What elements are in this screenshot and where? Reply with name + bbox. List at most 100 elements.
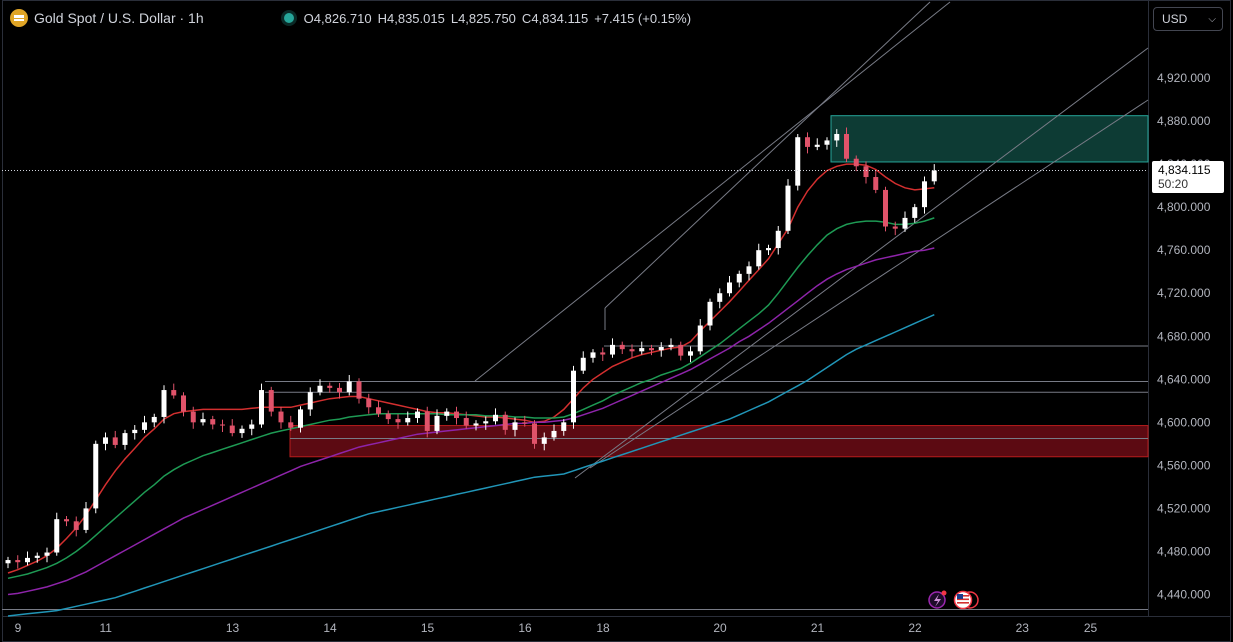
- candle[interactable]: [619, 341, 625, 355]
- candle[interactable]: [590, 349, 596, 363]
- symbol-title[interactable]: Gold Spot / U.S. Dollar · 1h: [34, 10, 204, 26]
- candle[interactable]: [580, 351, 586, 374]
- candle[interactable]: [385, 410, 391, 424]
- candle[interactable]: [629, 344, 635, 358]
- candle[interactable]: [73, 516, 79, 537]
- candle[interactable]: [814, 138, 820, 151]
- candle[interactable]: [366, 393, 372, 414]
- candle[interactable]: [483, 416, 489, 430]
- candle[interactable]: [249, 419, 255, 436]
- candle[interactable]: [5, 556, 11, 569]
- candle[interactable]: [775, 225, 781, 255]
- candle[interactable]: [795, 133, 801, 191]
- candle[interactable]: [805, 132, 810, 154]
- candle[interactable]: [649, 344, 654, 356]
- channel-lower-line[interactable]: [574, 47, 1149, 479]
- candle[interactable]: [210, 415, 216, 430]
- candle[interactable]: [853, 155, 859, 172]
- candle[interactable]: [688, 346, 693, 363]
- candle[interactable]: [707, 298, 713, 331]
- candle[interactable]: [327, 382, 333, 393]
- candle[interactable]: [678, 341, 684, 361]
- lightning-event-icon[interactable]: [928, 590, 947, 609]
- candle[interactable]: [658, 342, 664, 357]
- demand-zone[interactable]: [289, 425, 1149, 458]
- candle[interactable]: [268, 386, 274, 417]
- candle[interactable]: [200, 412, 206, 426]
- candle[interactable]: [502, 411, 508, 435]
- candle[interactable]: [34, 552, 40, 563]
- candle[interactable]: [112, 430, 118, 449]
- candle[interactable]: [239, 425, 245, 438]
- supply-zone[interactable]: [830, 115, 1149, 163]
- candle[interactable]: [697, 319, 703, 355]
- candle[interactable]: [220, 419, 225, 433]
- us-flag-event-icon[interactable]: [953, 590, 979, 610]
- candle[interactable]: [298, 406, 303, 433]
- candle[interactable]: [229, 419, 235, 437]
- ema-line-ema-200[interactable]: [7, 314, 935, 617]
- candle[interactable]: [346, 374, 352, 396]
- symbol-legend[interactable]: Gold Spot / U.S. Dollar · 1h O4,826.710 …: [10, 8, 691, 28]
- candle[interactable]: [25, 551, 30, 566]
- candle[interactable]: [717, 288, 723, 309]
- candle[interactable]: [746, 261, 752, 281]
- candle[interactable]: [493, 408, 498, 425]
- candle[interactable]: [415, 408, 420, 423]
- candle[interactable]: [83, 501, 89, 534]
- candle[interactable]: [785, 179, 791, 235]
- candle[interactable]: [376, 400, 381, 417]
- candle[interactable]: [551, 424, 557, 441]
- candle[interactable]: [863, 161, 869, 184]
- candle[interactable]: [259, 383, 264, 428]
- candle[interactable]: [922, 176, 927, 214]
- candle[interactable]: [142, 415, 147, 434]
- candle[interactable]: [600, 347, 606, 362]
- candle[interactable]: [463, 411, 469, 429]
- candle[interactable]: [405, 411, 411, 426]
- candle[interactable]: [844, 127, 849, 162]
- candle[interactable]: [727, 276, 732, 297]
- candle[interactable]: [610, 338, 615, 358]
- candle[interactable]: [288, 415, 294, 431]
- candle[interactable]: [834, 129, 840, 147]
- candle[interactable]: [766, 244, 771, 256]
- candle[interactable]: [122, 429, 128, 450]
- candle[interactable]: [541, 432, 547, 451]
- candle[interactable]: [883, 186, 888, 232]
- candle[interactable]: [15, 555, 21, 569]
- candle[interactable]: [171, 383, 177, 399]
- candle[interactable]: [668, 338, 674, 351]
- candle[interactable]: [873, 170, 879, 194]
- candle[interactable]: [902, 211, 908, 232]
- candle[interactable]: [522, 415, 528, 427]
- candle[interactable]: [512, 417, 518, 437]
- candle[interactable]: [454, 406, 459, 425]
- candle[interactable]: [424, 406, 430, 438]
- candle[interactable]: [307, 387, 313, 416]
- candle[interactable]: [356, 378, 362, 404]
- channel-upper-line[interactable]: [604, 1, 931, 309]
- candle[interactable]: [181, 392, 186, 417]
- channel-lower-line-2[interactable]: [589, 99, 1149, 469]
- candle[interactable]: [54, 512, 60, 556]
- candle[interactable]: [532, 420, 537, 449]
- candle[interactable]: [395, 414, 401, 429]
- candle[interactable]: [756, 243, 762, 270]
- candle[interactable]: [434, 409, 440, 435]
- candle[interactable]: [892, 221, 898, 236]
- candle[interactable]: [93, 440, 99, 514]
- candle[interactable]: [103, 432, 108, 451]
- candle[interactable]: [912, 203, 918, 223]
- candle[interactable]: [824, 137, 830, 150]
- candle[interactable]: [64, 515, 69, 527]
- candle[interactable]: [44, 547, 50, 563]
- candle[interactable]: [561, 419, 567, 436]
- currency-select[interactable]: USD ⌵: [1153, 7, 1223, 31]
- candle[interactable]: [151, 413, 157, 428]
- candle[interactable]: [736, 270, 742, 288]
- candle[interactable]: [931, 164, 937, 185]
- candle[interactable]: [132, 425, 138, 440]
- candle[interactable]: [161, 385, 167, 424]
